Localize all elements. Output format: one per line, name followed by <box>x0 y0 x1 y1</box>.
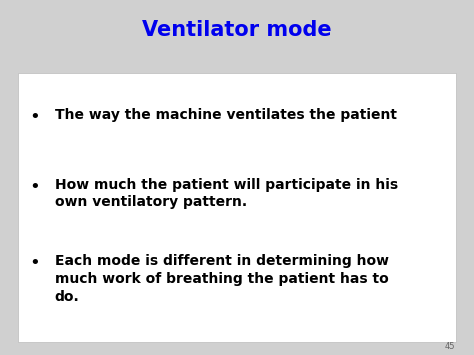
FancyBboxPatch shape <box>18 73 456 342</box>
Text: •: • <box>29 254 39 272</box>
Text: How much the patient will participate in his
own ventilatory pattern.: How much the patient will participate in… <box>55 178 398 209</box>
Text: •: • <box>29 178 39 196</box>
Text: Each mode is different in determining how
much work of breathing the patient has: Each mode is different in determining ho… <box>55 254 389 304</box>
Text: 45: 45 <box>445 342 455 351</box>
Text: The way the machine ventilates the patient: The way the machine ventilates the patie… <box>55 108 397 122</box>
Text: Ventilator mode: Ventilator mode <box>142 20 332 40</box>
Text: •: • <box>29 108 39 126</box>
